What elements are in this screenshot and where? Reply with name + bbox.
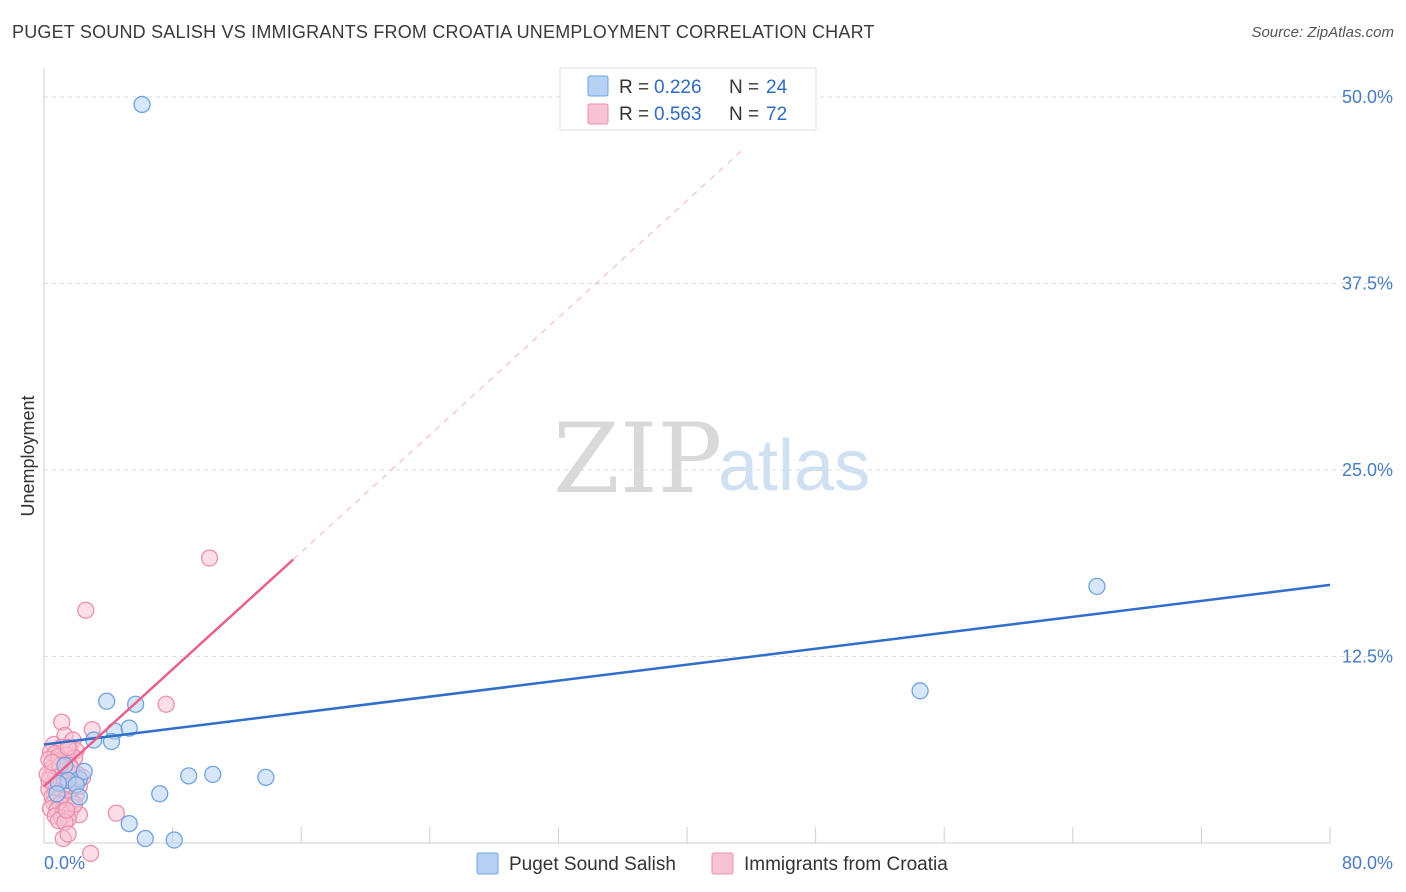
point-salish: [1088, 577, 1106, 596]
chart-title: PUGET SOUND SALISH VS IMMIGRANTS FROM CR…: [12, 22, 875, 42]
y-tick-labels: 12.5% 25.0% 37.5% 50.0%: [1342, 87, 1393, 667]
point-salish: [165, 831, 183, 849]
point-croatia: [77, 601, 95, 619]
stats-legend-n-value-salish: 24: [766, 77, 788, 98]
y-tick-label: 25.0%: [1342, 460, 1393, 480]
trend-line-croatia-extension: [292, 148, 744, 560]
point-croatia: [57, 801, 76, 819]
point-salish: [133, 95, 151, 114]
point-salish: [120, 719, 138, 737]
series-legend: Puget Sound Salish Immigrants from Croat…: [476, 852, 948, 875]
stats-legend-swatch-salish: [587, 75, 609, 97]
watermark-zip: ZIP: [553, 403, 722, 515]
point-salish: [98, 692, 116, 710]
point-salish: [120, 814, 138, 833]
x-tick-label-min: 0.0%: [44, 853, 85, 873]
point-salish: [911, 682, 929, 700]
series-legend-swatch-croatia[interactable]: [711, 852, 734, 875]
series-legend-label-salish[interactable]: Puget Sound Salish: [509, 854, 676, 875]
point-salish: [151, 785, 169, 803]
stats-legend: R = 0.226 N = 24 R = 0.563 N = 72: [559, 67, 817, 131]
stats-legend-r-value-croatia: 0.563: [654, 104, 702, 125]
y-tick-label: 37.5%: [1342, 274, 1393, 294]
grid-lines: [44, 96, 1393, 657]
trend-lines: [43, 148, 1331, 788]
point-croatia: [59, 738, 77, 757]
trend-line-croatia: [43, 558, 295, 788]
point-croatia: [200, 549, 219, 567]
stats-legend-n-label-croatia: N =: [729, 104, 759, 125]
stats-legend-swatch-croatia: [587, 103, 609, 125]
point-salish: [70, 788, 89, 806]
series-legend-label-croatia[interactable]: Immigrants from Croatia: [744, 854, 948, 875]
source-label: Source: ZipAtlas.com: [1251, 24, 1394, 41]
point-salish: [75, 762, 93, 781]
trend-line-salish: [43, 583, 1331, 746]
x-tick-label-max: 80.0%: [1342, 853, 1393, 873]
point-salish: [180, 767, 198, 785]
point-croatia: [59, 825, 77, 843]
point-salish: [136, 829, 154, 848]
stats-legend-r-value-salish: 0.226: [654, 77, 702, 98]
point-salish: [48, 785, 66, 803]
x-tick-marks: [172, 827, 1331, 843]
point-salish: [257, 768, 275, 787]
watermark-atlas: atlas: [718, 426, 870, 506]
stats-legend-r-label-salish: R =: [619, 77, 649, 98]
point-croatia: [81, 844, 100, 863]
stats-legend-r-label-croatia: R =: [619, 104, 649, 125]
point-croatia: [107, 804, 125, 822]
stats-legend-n-label-salish: N =: [729, 77, 759, 98]
point-salish: [204, 765, 222, 784]
y-axis-label: Unemployment: [18, 395, 38, 516]
stats-legend-n-value-croatia: 72: [766, 104, 787, 125]
series-legend-swatch-salish[interactable]: [476, 852, 499, 875]
point-croatia: [157, 695, 175, 713]
y-tick-label: 50.0%: [1342, 87, 1393, 107]
y-tick-label: 12.5%: [1342, 647, 1393, 667]
